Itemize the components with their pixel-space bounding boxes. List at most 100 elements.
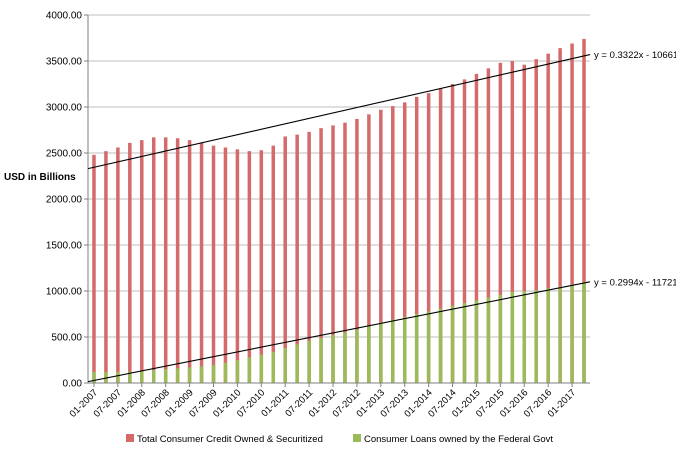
bar-series-1 <box>295 134 299 383</box>
y-axis: 0.00 500.00 1000.00 1500.00 2000.00 2500.00 30… <box>46 11 89 390</box>
bar-series-1 <box>355 118 359 384</box>
bar-series-1 <box>379 109 383 383</box>
bar-series-2 <box>474 300 479 383</box>
bar-series-2 <box>223 362 228 383</box>
bar-series-1 <box>522 64 527 384</box>
bar-series-1 <box>187 140 192 383</box>
bar-series-2 <box>379 322 383 383</box>
trendline <box>87 54 591 170</box>
bar-series-2 <box>140 371 144 383</box>
bar-series-1 <box>426 93 431 383</box>
bar-series-1 <box>235 149 240 383</box>
bar-series-2 <box>570 284 574 383</box>
bar-series-1 <box>247 151 252 383</box>
bar-series-1 <box>140 140 144 383</box>
bar-series-2 <box>426 311 431 383</box>
bar-series-1 <box>546 53 550 383</box>
bar-series-2 <box>187 367 192 383</box>
legend-swatch <box>353 434 361 442</box>
bar-series-2 <box>307 340 311 383</box>
bar-series-1 <box>128 142 132 383</box>
legend-label: Total Consumer Credit Owned & Securitize… <box>137 434 323 445</box>
bar-series-1 <box>367 114 371 384</box>
bar-series-2 <box>498 294 503 383</box>
bar-series-2 <box>319 337 323 383</box>
trendline <box>87 281 591 383</box>
bar-series-1 <box>450 84 455 383</box>
bar-series-1 <box>414 96 419 383</box>
y-tick-label: 3000.00 <box>46 103 83 114</box>
bar-series-2 <box>402 316 407 383</box>
trendlines: y = 0.3322x - 10661 y = 0.2994x - 11721 <box>87 50 676 383</box>
bar-series-1 <box>558 48 562 384</box>
legend-swatch <box>126 434 134 442</box>
bar-series-1 <box>498 62 503 384</box>
legend: Total Consumer Credit Owned & Securitize… <box>126 434 553 445</box>
bar-series-1 <box>271 145 276 383</box>
bar-series-1 <box>462 79 467 384</box>
bar-series-2 <box>367 325 371 383</box>
bar-series-1 <box>151 137 156 383</box>
bar-series-2 <box>92 371 96 383</box>
bar-series-1 <box>570 43 574 384</box>
bar-series-1 <box>331 125 335 384</box>
bar-series-2 <box>211 365 216 383</box>
bar-series-1 <box>307 131 311 383</box>
bar-series-2 <box>128 371 132 383</box>
bar-series-1 <box>211 145 216 383</box>
bar-series-2 <box>199 366 204 383</box>
y-tick-label: 1500.00 <box>46 241 83 252</box>
bar-series-1 <box>283 136 287 383</box>
y-tick-label: 2000.00 <box>46 195 83 206</box>
bar-series-2 <box>450 305 455 383</box>
bar-series-1 <box>259 150 264 383</box>
bar-series-1 <box>486 68 491 384</box>
bar-series-1 <box>223 147 228 383</box>
y-tick-label: 2500.00 <box>46 149 83 160</box>
bar-series-2 <box>175 368 180 383</box>
y-tick-label: 500.00 <box>51 333 82 344</box>
bar-series-2 <box>414 314 419 383</box>
trendline-equation: y = 0.3322x - 10661 <box>594 50 676 61</box>
bar-series-1 <box>116 147 120 383</box>
bar-series-2 <box>271 351 276 383</box>
bar-series-2 <box>546 288 550 383</box>
bar-series-2 <box>558 286 562 383</box>
bar-series-1 <box>343 122 347 383</box>
bar-series-2 <box>116 371 120 383</box>
bar-series-2 <box>391 319 395 383</box>
bar-series-2 <box>163 369 168 383</box>
y-tick-label: 1000.00 <box>46 287 83 298</box>
bar-series-2 <box>462 302 467 383</box>
bar-series-1 <box>474 73 479 383</box>
grid-lines <box>88 14 590 384</box>
bar-series-2 <box>235 360 240 383</box>
bar-series-2 <box>151 370 156 383</box>
bar-series-1 <box>175 138 180 383</box>
bar-series-2 <box>486 297 491 383</box>
bar-series-2 <box>104 371 108 383</box>
x-axis: 01-200707-200701-200807-200801-200907-20… <box>68 382 590 420</box>
y-tick-label: 4000.00 <box>46 11 83 22</box>
bar-series-2 <box>295 344 299 383</box>
bar-series-1 <box>510 61 515 383</box>
bar-series-2 <box>343 332 347 383</box>
bar-series-1 <box>199 142 204 383</box>
bars <box>92 38 586 384</box>
bar-series-2 <box>510 291 515 383</box>
bar-series-2 <box>283 348 287 383</box>
bar-series-2 <box>247 357 252 383</box>
bar-series-2 <box>438 308 443 383</box>
legend-label: Consumer Loans owned by the Federal Govt <box>364 434 553 445</box>
bar-series-1 <box>534 59 538 383</box>
bar-series-2 <box>259 354 264 383</box>
bar-series-2 <box>522 291 527 383</box>
y-tick-label: 0.00 <box>63 379 83 390</box>
y-tick-label: 3500.00 <box>46 57 83 68</box>
bar-series-1 <box>104 151 108 383</box>
bar-series-1 <box>319 128 323 383</box>
bar-series-2 <box>534 290 538 383</box>
bar-series-1 <box>163 137 168 383</box>
bar-series-2 <box>582 281 586 383</box>
